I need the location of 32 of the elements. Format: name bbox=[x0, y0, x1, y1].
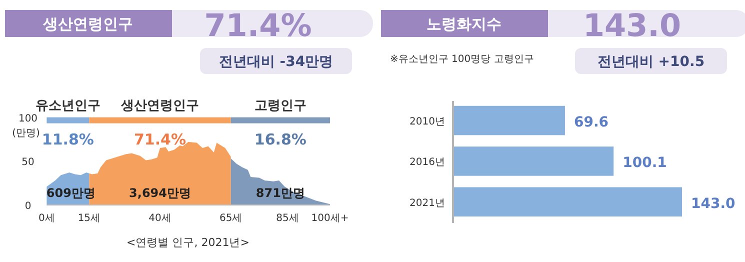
text: 전년대비 -34만명 bbox=[218, 54, 334, 70]
text: <연령별 인구, 2021년> bbox=[126, 236, 250, 249]
annotation: 71.4% bbox=[134, 130, 186, 148]
data-label: 143.0 bbox=[691, 196, 736, 212]
chart-title: 노령화지수 bbox=[426, 15, 502, 33]
x-tick-label: 15세 bbox=[78, 213, 101, 224]
data-label: 100.1 bbox=[622, 155, 667, 172]
text: 생산연령인구 bbox=[120, 98, 200, 114]
annotation: 3,694만명 bbox=[129, 186, 192, 200]
annotation: 11.8% bbox=[42, 130, 94, 148]
y-tick-label: 100 bbox=[18, 113, 38, 124]
chart-subtitle: 143.0 bbox=[582, 8, 682, 44]
x-tick-label: 0세 bbox=[38, 213, 55, 224]
y-tick-label: 2021년 bbox=[410, 198, 445, 209]
x-tick-label: 65세 bbox=[219, 213, 242, 224]
data-label: 69.6 bbox=[574, 114, 609, 131]
text: ※유소년인구 100명당 고령인구 bbox=[390, 54, 534, 65]
x-tick-label: 100세+ bbox=[311, 213, 349, 224]
x-tick-label: 85세 bbox=[276, 213, 299, 224]
y-tick-label: 50 bbox=[22, 157, 34, 168]
y-tick-label: 0 bbox=[24, 201, 32, 212]
y-tick-label: 2010년 bbox=[410, 116, 445, 128]
annotation: 871만명 bbox=[256, 186, 305, 200]
text: 유소년인구 bbox=[35, 98, 100, 114]
chart-title: 생산연령인구 bbox=[42, 15, 133, 33]
y-tick-label: 2016년 bbox=[410, 157, 445, 168]
text: 고령인구 bbox=[254, 98, 306, 114]
x-tick-label: 40세 bbox=[148, 213, 172, 224]
chart-subtitle: 71.4% bbox=[204, 8, 312, 44]
annotation: 16.8% bbox=[254, 130, 306, 148]
text: 전년대비 +10.5 bbox=[597, 54, 705, 70]
y-axis-title: (만명) bbox=[12, 128, 40, 139]
